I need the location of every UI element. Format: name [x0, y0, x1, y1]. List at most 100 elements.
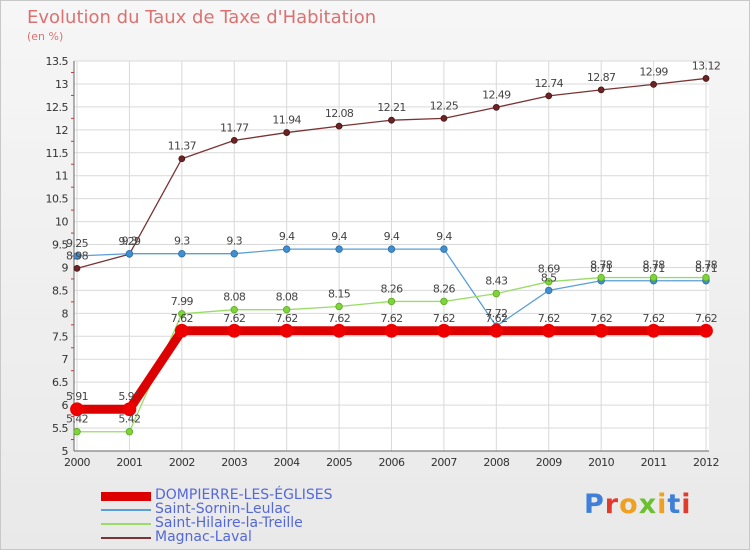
x-tick-label: 2000	[64, 456, 90, 469]
data-label-3: 12.99	[639, 65, 668, 78]
y-tick-label: 13	[55, 78, 68, 91]
y-tick-label: 5	[62, 445, 69, 458]
data-label-0: 7.62	[538, 312, 560, 325]
data-point-3	[230, 136, 238, 144]
y-tick-label: 7.5	[52, 330, 68, 343]
y-tick-label: 11	[55, 170, 68, 183]
data-point-3	[702, 75, 710, 82]
y-tick-label: 6.5	[52, 376, 68, 389]
data-label-3: 11.37	[168, 140, 197, 153]
logo-letter: x	[638, 489, 658, 520]
data-label-2: 8.78	[695, 259, 718, 272]
data-point-2	[492, 289, 501, 298]
y-tick-label: 8	[62, 307, 69, 320]
data-label-2: 8.43	[485, 275, 508, 288]
data-point-0	[646, 323, 661, 338]
logo-letter: P	[584, 489, 605, 520]
data-label-1: 8.71	[643, 262, 665, 275]
data-label-0: 7.62	[171, 312, 193, 325]
x-tick-label: 2003	[221, 456, 247, 469]
data-point-2	[178, 310, 186, 318]
data-point-1	[230, 250, 238, 258]
data-label-0: 5.91	[118, 390, 140, 403]
data-point-1	[335, 245, 343, 253]
legend-swatch	[101, 491, 151, 501]
x-tick-label: 2002	[169, 456, 195, 469]
data-point-2	[545, 277, 553, 286]
data-point-3	[73, 264, 81, 272]
data-point-2	[335, 302, 343, 311]
data-label-1: 7.72	[485, 307, 507, 320]
y-tick-label: 10.5	[46, 193, 69, 206]
data-point-0	[541, 323, 556, 338]
legend-swatch	[101, 523, 151, 525]
x-tick-label: 2004	[274, 456, 300, 469]
data-point-3	[650, 81, 657, 88]
data-label-0: 7.62	[223, 312, 245, 325]
data-point-3	[335, 122, 343, 130]
data-point-3	[492, 103, 500, 111]
data-label-2: 8.15	[328, 287, 351, 300]
data-point-3	[283, 129, 291, 136]
data-point-3	[545, 92, 553, 100]
data-label-2: 5.42	[66, 413, 88, 426]
data-point-1	[125, 250, 134, 258]
data-point-3	[178, 155, 186, 163]
data-label-1: 9.25	[66, 237, 89, 250]
data-point-0	[174, 323, 189, 338]
data-label-0: 7.62	[590, 312, 612, 325]
data-label-2: 8.26	[380, 282, 403, 295]
data-label-1: 8.71	[695, 262, 717, 275]
data-point-0	[489, 323, 504, 338]
data-label-3: 8.98	[66, 249, 89, 262]
data-label-2: 8.26	[433, 282, 456, 295]
chart-unit: (en %)	[27, 30, 64, 43]
data-label-2: 8.78	[590, 259, 613, 272]
data-point-2	[597, 273, 605, 282]
y-tick-label: 9	[62, 261, 69, 274]
data-label-3: 13.12	[692, 59, 721, 72]
x-tick-label: 2008	[483, 456, 509, 469]
data-point-3	[388, 116, 395, 124]
data-point-0	[122, 402, 137, 417]
data-label-0: 7.62	[485, 312, 507, 325]
data-label-0: 7.62	[433, 312, 455, 325]
logo-letter: i	[657, 489, 668, 520]
data-point-0	[332, 323, 346, 338]
data-label-1: 9.3	[174, 235, 190, 248]
legend-swatch	[101, 537, 151, 539]
data-label-3: 11.77	[220, 121, 249, 134]
data-point-2	[387, 297, 396, 306]
data-label-3: 12.25	[430, 99, 459, 112]
data-label-0: 7.62	[643, 312, 665, 325]
logo-letter: o	[619, 489, 639, 520]
y-tick-label: 5.5	[52, 422, 68, 435]
data-label-2: 7.99	[171, 295, 194, 308]
data-point-2	[282, 305, 291, 314]
data-label-2: 5.42	[118, 413, 140, 426]
data-label-1: 9.4	[436, 230, 452, 243]
legend-swatch	[101, 509, 151, 511]
data-label-1: 9.4	[279, 230, 295, 243]
data-point-0	[699, 323, 713, 338]
data-point-0	[279, 323, 294, 338]
chart-title: Evolution du Taux de Taxe d'Habitation	[27, 7, 377, 28]
data-point-0	[70, 402, 84, 417]
data-label-1: 9.3	[226, 235, 242, 248]
y-tick-label: 10	[55, 216, 68, 229]
data-label-3: 12.21	[377, 101, 406, 114]
data-point-3	[597, 86, 605, 94]
data-label-1: 9.3	[122, 235, 138, 248]
y-tick-label: 9.5	[52, 239, 68, 252]
data-label-0: 5.91	[66, 390, 88, 403]
x-tick-label: 2011	[641, 456, 667, 469]
proxiti-logo: Proxiti	[584, 489, 692, 520]
legend-label: Magnac-Laval	[155, 529, 252, 545]
data-point-1	[282, 245, 291, 253]
logo-letter: r	[604, 489, 620, 520]
y-tick-label: 12	[55, 124, 68, 137]
y-tick-label: 11.5	[46, 147, 69, 160]
data-point-1	[545, 286, 553, 295]
